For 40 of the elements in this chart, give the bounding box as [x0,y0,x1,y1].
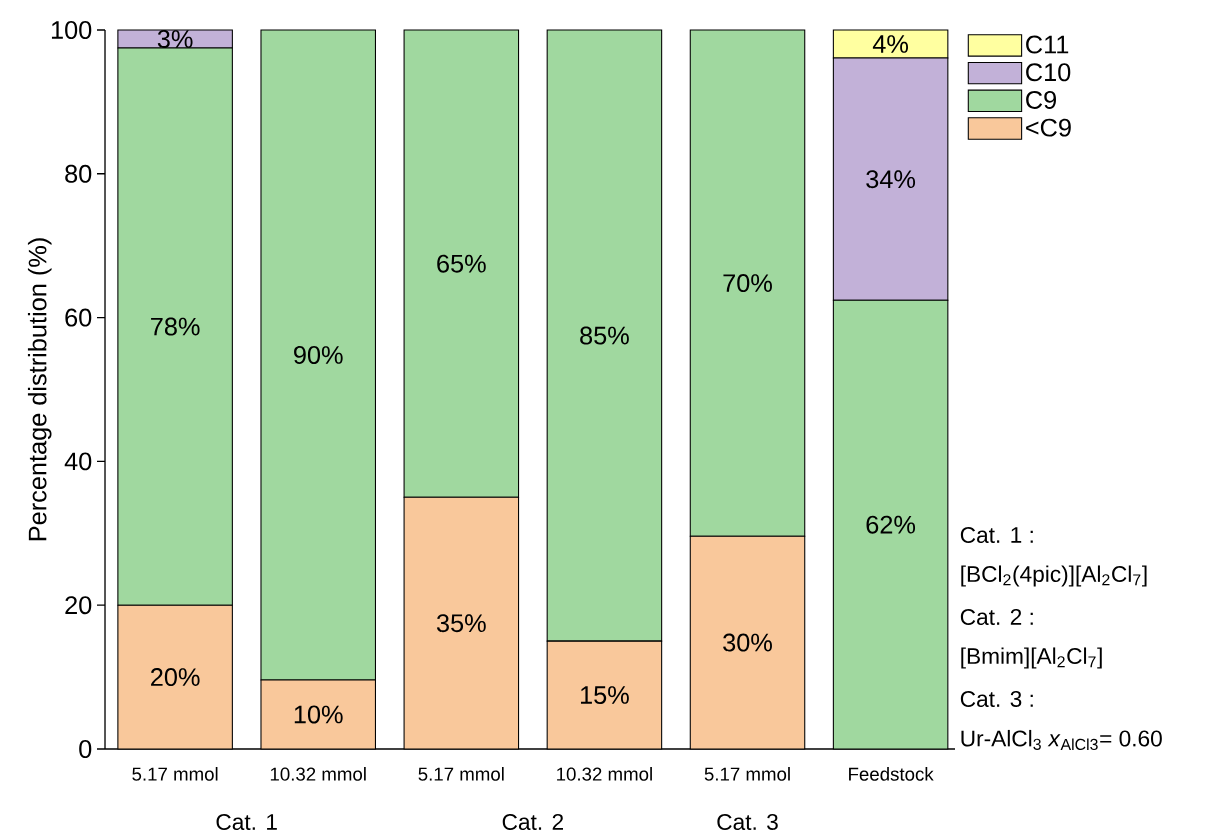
x-tick-label: 5.17 mmol [418,767,504,781]
data-label: 34% [866,170,916,189]
y-tick-label: 20 [65,596,92,615]
y-tick-label: 80 [65,164,92,183]
x-tick-label: 5.17 mmol [704,767,790,781]
legend-label: <C9 [1026,118,1071,137]
y-tick-label: 0 [79,740,92,758]
x-tick-label: 5.17 mmol [132,767,218,781]
text: [Bmim][Al$_{2}$Cl$_{7}$] [961,647,1102,669]
data-label: 85% [580,326,629,345]
data-label: 62% [866,515,916,534]
data-label: 65% [437,254,486,273]
y-axis-title: Percentage distribution (%) [27,238,52,541]
y-tick-label: 100 [51,21,92,39]
data-label: 10% [294,705,343,724]
data-label: 30% [723,633,772,652]
x-tick-label: 10.32 mmol [557,767,652,781]
legend-label: C9 [1026,90,1056,109]
data-label: 35% [436,614,486,633]
data-label: 3% [157,30,193,48]
legend-label: C11 [1026,35,1069,54]
data-label: 20% [151,668,200,687]
data-label: 90% [294,346,343,364]
text: Cat. 1 [216,813,277,831]
text: Cat. 3 : [960,690,1033,708]
y-tick-label: 40 [64,452,92,471]
text: [BCl$_{2}$(4pic)][Al$_{2}$Cl$_{7}$] [961,565,1147,587]
text: Cat. 3 [717,813,778,831]
text: Ur-AlCl$_{3}$ x$_{AlCl3}$= 0.60 [961,729,1162,751]
text: Cat. 2 : [960,608,1033,626]
data-label: 15% [580,686,629,704]
x-tick-label: 10.32 mmol [270,767,366,781]
x-tick-label: Feedstock [849,767,934,781]
data-label: 4% [872,35,909,53]
data-label: 70% [723,274,772,293]
text: Cat. 2 [502,813,563,831]
data-label: 78% [151,317,200,336]
y-tick-label: 60 [65,308,92,327]
text: Cat. 1 : [960,526,1033,544]
legend-label: C10 [1026,63,1071,82]
